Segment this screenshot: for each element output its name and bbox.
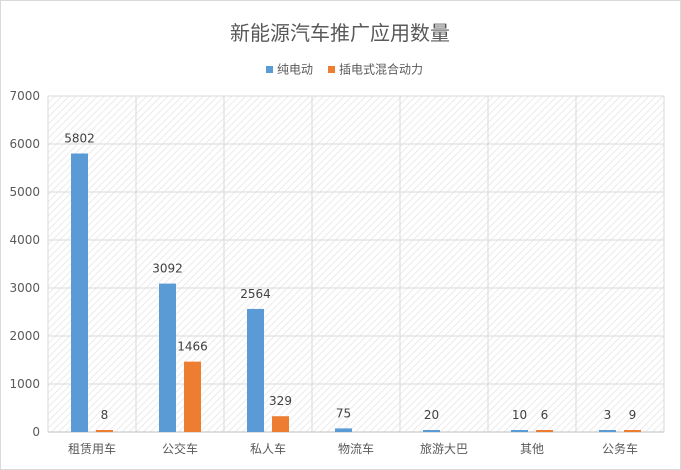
legend-swatch-phev xyxy=(328,66,335,73)
data-label: 2564 xyxy=(240,287,271,301)
data-label: 3 xyxy=(604,408,612,422)
data-label: 8 xyxy=(101,408,109,422)
y-axis: 0 1000 2000 3000 4000 5000 6000 7000 xyxy=(9,89,40,439)
data-label: 1466 xyxy=(177,340,208,354)
bar-bev xyxy=(511,430,528,432)
bars xyxy=(71,153,641,432)
data-label: 329 xyxy=(269,394,292,408)
bar-bev xyxy=(71,153,88,432)
data-label: 20 xyxy=(424,408,439,422)
x-tick-label: 其他 xyxy=(520,442,544,456)
bar-phev xyxy=(96,430,113,432)
legend-label-phev: 插电式混合动力 xyxy=(339,62,423,77)
y-tick-label: 4000 xyxy=(9,233,40,247)
y-tick-label: 2000 xyxy=(9,329,40,343)
bar-bev xyxy=(335,428,352,432)
bar-bev xyxy=(247,308,264,432)
plot-area-background xyxy=(48,96,664,432)
gridlines xyxy=(47,95,665,432)
legend: 纯电动 插电式混合动力 xyxy=(266,62,423,77)
x-tick-label: 私人车 xyxy=(250,441,286,456)
x-tick-label: 公交车 xyxy=(162,441,198,456)
x-tick-label: 旅游大巴 xyxy=(420,442,468,456)
y-tick-label: 5000 xyxy=(9,185,40,199)
data-label: 75 xyxy=(336,406,351,420)
data-label: 3092 xyxy=(152,262,183,276)
x-tick-label: 公务车 xyxy=(602,441,638,456)
data-label: 6 xyxy=(541,408,549,422)
x-axis: 租赁用车 公交车 私人车 物流车 旅游大巴 其他 公务车 xyxy=(48,431,664,456)
data-labels: 5802 3092 2564 75 20 10 3 8 1466 329 6 9 xyxy=(64,132,636,422)
y-tick-label: 6000 xyxy=(9,137,40,151)
chart-title: 新能源汽车推广应用数量 xyxy=(230,21,450,45)
x-tick-label: 租赁用车 xyxy=(68,441,116,456)
bar-phev xyxy=(272,416,289,432)
y-tick-label: 3000 xyxy=(9,281,40,295)
x-tick-label: 物流车 xyxy=(338,441,374,456)
y-tick-label: 1000 xyxy=(9,377,40,391)
y-tick-label: 0 xyxy=(32,425,40,439)
bar-phev xyxy=(624,430,641,432)
bar-bev xyxy=(599,430,616,432)
bar-phev xyxy=(536,430,553,432)
bar-phev xyxy=(184,361,201,432)
data-label: 5802 xyxy=(64,132,95,146)
bar-bev xyxy=(159,283,176,432)
data-label: 9 xyxy=(629,408,637,422)
legend-label-bev: 纯电动 xyxy=(277,63,313,77)
bar-bev xyxy=(423,430,440,432)
legend-swatch-bev xyxy=(266,66,273,73)
data-label: 10 xyxy=(512,408,527,422)
y-tick-label: 7000 xyxy=(9,89,40,103)
